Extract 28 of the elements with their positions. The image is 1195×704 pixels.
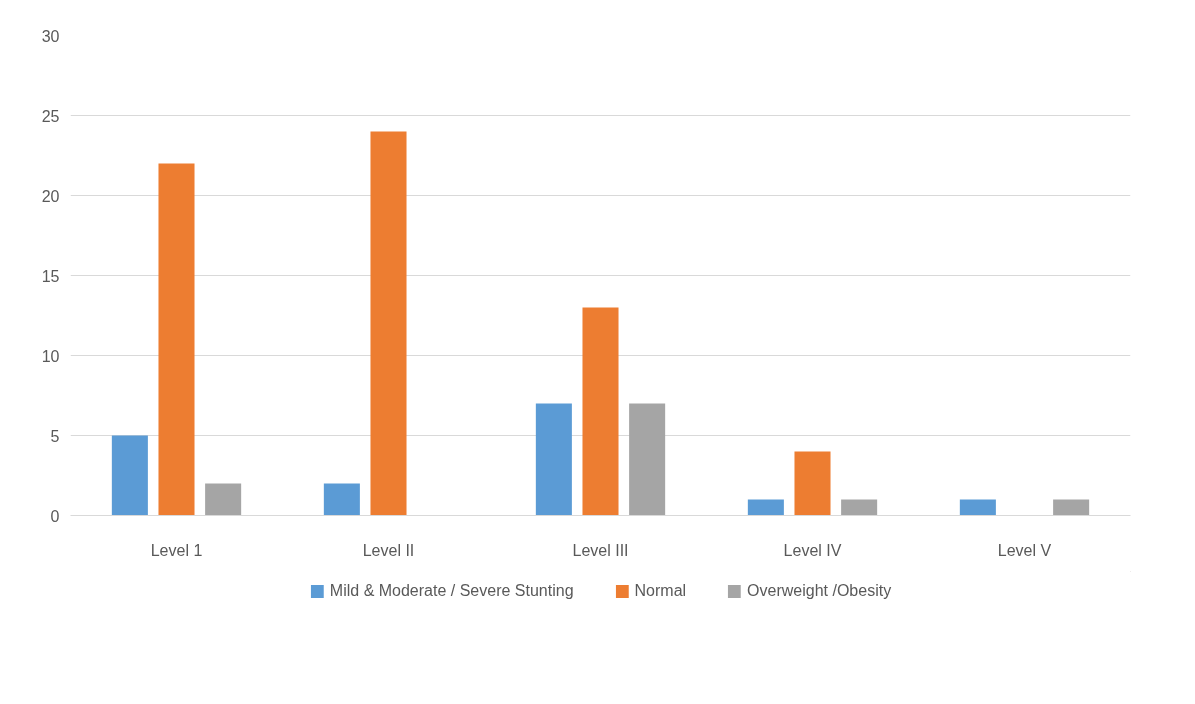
- x-tick-label: Level 1: [150, 541, 203, 559]
- bar: [323, 483, 360, 516]
- y-tick-label: 0: [50, 507, 60, 525]
- bar: [1053, 499, 1090, 516]
- bar: [794, 451, 831, 516]
- bar: [582, 307, 619, 516]
- bar: [370, 131, 407, 516]
- y-tick-label: 15: [41, 267, 60, 285]
- legend-label: Normal: [634, 582, 687, 600]
- bar: [535, 403, 572, 516]
- bar: [158, 163, 195, 516]
- x-tick-label: Level IV: [783, 541, 842, 559]
- bar: [111, 435, 148, 516]
- bar: [205, 483, 242, 516]
- x-tick-label: Level V: [997, 541, 1052, 559]
- y-tick-label: 10: [41, 347, 60, 365]
- y-tick-label: 25: [41, 107, 60, 125]
- x-tick-label: Level III: [572, 541, 629, 559]
- legend-label: Mild & Moderate / Severe Stunting: [329, 582, 574, 600]
- bar: [629, 403, 666, 516]
- bar: [959, 499, 996, 516]
- y-tick-label: 5: [50, 427, 60, 445]
- bar: [841, 499, 878, 516]
- legend-label: Overweight /Obesity: [747, 582, 892, 600]
- x-tick-label: Level II: [362, 541, 415, 559]
- y-tick-label: 30: [41, 27, 60, 45]
- y-tick-label: 20: [41, 187, 60, 205]
- bar: [747, 499, 784, 516]
